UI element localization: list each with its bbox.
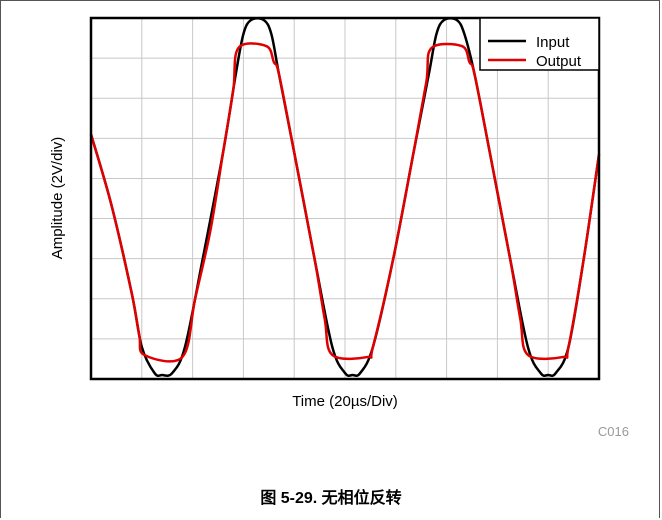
legend-box [479,17,600,71]
series-line-output [89,42,601,363]
legend-label-output: Output [536,53,582,70]
y-axis-label: Amplitude (2V/div) [49,137,66,260]
plot-area-border [89,16,601,381]
grid-lines [91,18,599,379]
figure-caption: 图 5-29. 无相位反转 [260,490,402,507]
legend-label-input: Input [536,34,570,51]
chart: Input Output Amplitude (2V/div) Time (20… [49,16,629,439]
series-layer [89,17,601,377]
x-axis-label: Time (20µs/Div) [292,393,398,410]
legend: Input Output [479,17,600,71]
image-code: C016 [598,424,629,439]
